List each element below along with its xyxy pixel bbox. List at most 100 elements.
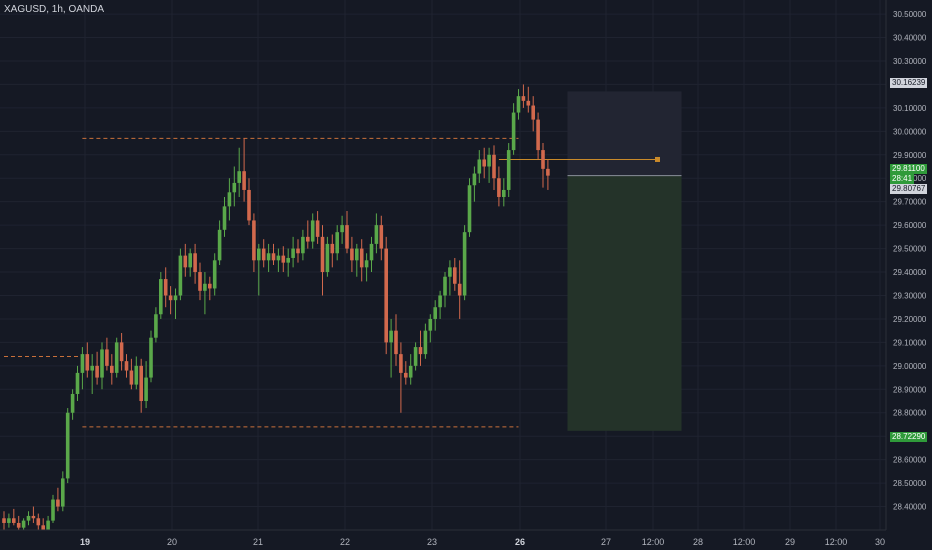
second-price-tag: 29.80767 (890, 184, 928, 194)
candle-body (95, 365, 99, 378)
candle-body (394, 330, 398, 355)
candle-body (301, 236, 305, 254)
candle-body (408, 365, 413, 378)
candle-body (144, 377, 148, 402)
candle-body (90, 365, 94, 371)
candle-body (457, 283, 462, 296)
candle-body (306, 236, 310, 242)
candle-body (502, 189, 506, 197)
candle-body (31, 515, 36, 519)
candle-body (271, 253, 276, 261)
candle-body (536, 119, 540, 151)
candle-body (281, 255, 286, 263)
y-tick-label: 30.40000 (893, 34, 927, 43)
candle-body (203, 283, 207, 291)
candle-body (217, 229, 222, 261)
candle-body (227, 192, 232, 207)
x-tick-label: 20 (167, 537, 177, 547)
x-tick-label: 28 (693, 537, 703, 547)
x-tick-label: 27 (601, 537, 611, 547)
candle-body (183, 255, 188, 268)
candle-body (399, 354, 403, 373)
x-tick-label: 21 (253, 537, 263, 547)
candle-body (472, 173, 477, 186)
candle-body (257, 248, 261, 261)
take-profit-zone (567, 175, 682, 431)
y-tick-label: 29.70000 (893, 198, 927, 207)
candle-body (413, 347, 418, 366)
candle-body (232, 182, 237, 193)
candle-body (364, 260, 369, 268)
candle-body (110, 365, 114, 373)
candle-body (286, 257, 290, 263)
y-tick-label: 28.60000 (893, 456, 927, 465)
candle-body (222, 206, 227, 230)
candle-body (433, 307, 437, 319)
x-tick-label: 19 (80, 537, 90, 547)
candle-body (443, 276, 447, 296)
candle-body (340, 225, 344, 233)
x-tick-label: 12:00 (642, 537, 665, 547)
candle-body (521, 96, 526, 101)
candle-body (541, 150, 545, 169)
candle-body (114, 342, 119, 373)
candle-body (531, 105, 535, 120)
x-tick-label: 30 (875, 537, 885, 547)
x-tick-label: 22 (340, 537, 350, 547)
y-tick-label: 28.40000 (893, 503, 927, 512)
y-tick-label: 30.10000 (893, 104, 927, 113)
y-tick-label: 29.00000 (893, 362, 927, 371)
x-tick-label: 26 (515, 537, 525, 547)
ray-handle (655, 156, 660, 162)
candle-body (482, 159, 486, 167)
candle-body (320, 236, 325, 273)
candle-body (296, 248, 300, 254)
candle-body (124, 361, 129, 371)
candle-body (46, 520, 50, 530)
current-price-tag: 29.81100 (890, 164, 927, 174)
candle-body (511, 112, 516, 151)
candle-body (276, 255, 281, 261)
candle-body (75, 372, 80, 394)
candle-body (291, 248, 295, 258)
candle-body (159, 279, 163, 315)
candle-body (448, 267, 452, 277)
candle-body (16, 522, 21, 528)
y-tick-label: 29.20000 (893, 315, 927, 324)
candle-body (149, 337, 153, 378)
candle-body (467, 185, 472, 233)
candle-body (516, 96, 521, 113)
candle-body (198, 272, 202, 291)
candle-body (41, 525, 45, 530)
stop-loss-zone (567, 91, 682, 176)
candle-body (315, 220, 320, 237)
candle-body (355, 248, 359, 261)
candle-body (310, 220, 315, 242)
y-tick-label: 30.50000 (893, 10, 927, 19)
candle-body (168, 295, 173, 301)
candle-body (56, 499, 60, 507)
candle-body (438, 295, 442, 308)
candle-body (492, 154, 496, 179)
candle-body (208, 283, 212, 289)
y-tick-label: 29.90000 (893, 151, 927, 160)
y-tick-label: 29.10000 (893, 338, 927, 347)
candle-body (65, 412, 70, 479)
candle-body (404, 372, 408, 378)
candle-body (526, 100, 531, 106)
candle-body (163, 279, 168, 296)
candle-body (80, 354, 85, 373)
candle-body (51, 499, 55, 521)
top-price-tag: 30.16239 (890, 78, 928, 88)
candle-body (100, 349, 104, 378)
candle-body (350, 248, 354, 261)
candle-body (266, 253, 271, 261)
candle-body (70, 393, 75, 413)
x-tick-label: 12:00 (733, 537, 756, 547)
candle-body (85, 354, 90, 371)
candle-body (487, 154, 491, 167)
y-tick-label: 29.40000 (893, 268, 927, 277)
candle-body (134, 365, 139, 385)
candle-body (345, 225, 349, 249)
